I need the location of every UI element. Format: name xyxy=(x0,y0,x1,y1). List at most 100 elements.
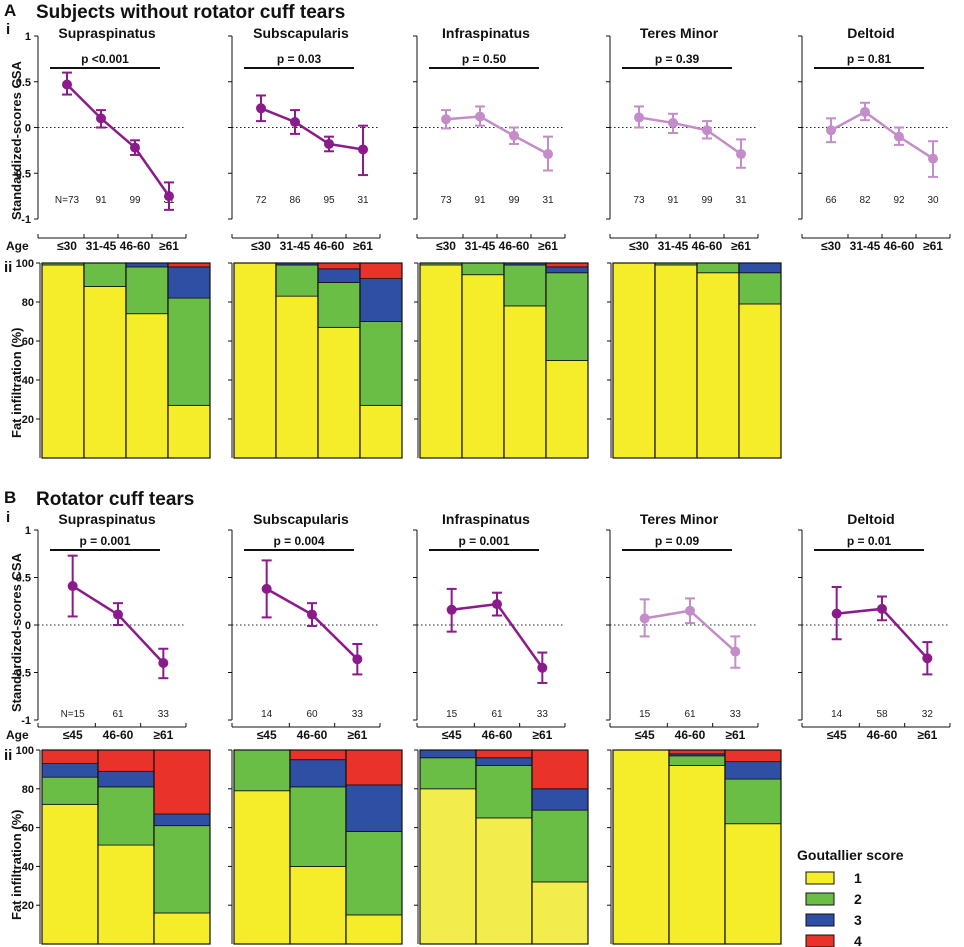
panel-a-title: Subjects without rotator cuff tears xyxy=(36,2,345,23)
a-i-supraspinatus-category-label: 46-60 xyxy=(120,239,151,253)
b-i-teres-minor-chart: Teres Minor p = 0.09 15 61 33 ≤45 46-60 ≥61 xyxy=(606,511,759,742)
a-i-subscapularis-data-point xyxy=(290,117,300,128)
a-i-infraspinatus-data-point xyxy=(475,111,485,122)
a-i-supraspinatus-series-line xyxy=(66,83,171,197)
b-i-supraspinatus-data-point xyxy=(158,658,169,668)
a-i-teres-minor-p-value: p = 0.39 xyxy=(655,52,700,66)
b-i-subscapularis-category-label: 46-60 xyxy=(297,728,328,742)
b-ii-subscapularis-bar-segment-grade-2 xyxy=(345,831,403,916)
a-ii-teres-minor-chart xyxy=(607,262,782,459)
a-ii-subscapularis-bar-segment-grade-2 xyxy=(359,321,403,406)
a-i-deltoid-data-point xyxy=(894,131,904,142)
a-ii-supraspinatus-bar-segment-grade-1 xyxy=(83,285,127,459)
a-i-teres-minor-n-label: 91 xyxy=(667,195,679,206)
a-i-infraspinatus-n-label: 31 xyxy=(542,195,554,206)
b-ii-subscapularis-bar-segment-grade-4 xyxy=(289,749,347,761)
a-i-supraspinatus-age-label: Age xyxy=(6,239,29,253)
a-i-supraspinatus-data-point xyxy=(164,191,174,202)
a-i-infraspinatus-n-label: 99 xyxy=(508,195,520,206)
b-ii-teres-minor-bar-segment-grade-3 xyxy=(724,761,782,780)
a-i-deltoid-n-label: 92 xyxy=(893,195,905,206)
panel-a-sub-i: i xyxy=(6,21,10,38)
b-ii-infraspinatus-bar-segment-grade-1 xyxy=(419,788,477,945)
b-ii-infraspinatus-bar-outline xyxy=(531,749,589,945)
b-i-teres-minor-n-label: 61 xyxy=(684,709,696,720)
b-i-deltoid-title: Deltoid xyxy=(847,511,894,527)
b-i-supraspinatus-n-label: 61 xyxy=(112,709,124,720)
b-i-infraspinatus-chart: Infraspinatus p = 0.001 15 61 33 ≤45 46-60 ≥61 xyxy=(413,511,566,742)
a-i-teres-minor-series-line xyxy=(638,116,742,156)
b-ii-teres-minor-bar-segment-grade-1 xyxy=(612,749,670,945)
panel-b-bar-y-axis-title: Fat infiltration (%) xyxy=(9,810,24,921)
b-ii-supraspinatus-bar-segment-grade-2 xyxy=(97,786,155,846)
a-ii-supraspinatus-y-tick-label: 20 xyxy=(22,414,34,426)
a-i-teres-minor-n-label: 31 xyxy=(735,195,747,206)
a-ii-supraspinatus-chart: 100 80 60 40 20 xyxy=(16,258,211,459)
b-ii-teres-minor-bar-segment-grade-4 xyxy=(724,749,782,763)
a-i-supraspinatus-title: Supraspinatus xyxy=(58,25,155,41)
b-ii-infraspinatus-bar-segment-grade-2 xyxy=(531,809,589,883)
b-i-teres-minor-p-value: p = 0.09 xyxy=(655,534,700,548)
a-i-subscapularis-n-label: 31 xyxy=(357,195,369,206)
a-i-subscapularis-n-label: 86 xyxy=(289,195,301,206)
panel-b-sub-i: i xyxy=(6,509,10,526)
b-ii-supraspinatus-y-tick-label: 60 xyxy=(22,823,34,835)
b-i-subscapularis-n-label: 60 xyxy=(306,709,318,720)
b-ii-subscapularis-bar-segment-grade-1 xyxy=(345,914,403,945)
b-ii-infraspinatus-bar-segment-grade-3 xyxy=(475,757,533,766)
panel-b-sub-ii: ii xyxy=(4,747,12,764)
panel-b-line-y-axis-title: Standardized-scores CSA xyxy=(9,552,24,712)
a-ii-supraspinatus-bar-segment-grade-1 xyxy=(167,404,211,459)
a-i-deltoid-category-label: 46-60 xyxy=(884,239,915,253)
a-ii-supraspinatus-y-tick-label: 40 xyxy=(22,375,34,387)
b-ii-supraspinatus-bar-segment-grade-1 xyxy=(97,844,155,945)
a-i-teres-minor-data-point xyxy=(736,149,746,160)
b-i-supraspinatus-category-label: 46-60 xyxy=(103,728,134,742)
b-i-subscapularis-category-label: ≤45 xyxy=(257,728,277,742)
b-i-infraspinatus-p-value: p = 0.001 xyxy=(458,534,509,548)
legend-label-grade-4: 4 xyxy=(854,933,862,947)
a-i-deltoid-data-point xyxy=(826,125,836,136)
b-ii-supraspinatus-bar-segment-grade-3 xyxy=(153,813,211,827)
b-i-deltoid-chart: Deltoid p = 0.01 14 58 32 ≤45 46-60 ≥61 xyxy=(798,511,951,742)
a-i-subscapularis-title: Subscapularis xyxy=(253,25,349,41)
b-i-supraspinatus-y-tick-label: -0.5 xyxy=(12,668,31,680)
b-i-supraspinatus-y-tick-label: 1 xyxy=(25,525,31,537)
legend-label-grade-2: 2 xyxy=(854,891,862,907)
b-ii-supraspinatus-bar-segment-grade-3 xyxy=(97,770,155,788)
a-ii-supraspinatus-bar-segment-grade-2 xyxy=(125,266,169,315)
a-i-teres-minor-chart: Teres Minor p = 0.39 73 91 99 31 ≤30 31-45 46-60… xyxy=(606,25,759,253)
a-i-infraspinatus-category-label: 46-60 xyxy=(499,239,530,253)
legend-label-grade-3: 3 xyxy=(854,912,862,928)
b-i-infraspinatus-n-label: 33 xyxy=(537,709,549,720)
b-i-supraspinatus-category-label: ≤45 xyxy=(63,728,83,742)
a-i-supraspinatus-n-label: N=73 xyxy=(55,195,80,206)
a-i-deltoid-chart: Deltoid p = 0.81 66 82 92 30 ≤30 31-45 46-60 ≥61 xyxy=(798,25,951,253)
a-ii-infraspinatus-bar-segment-grade-3 xyxy=(545,266,589,274)
a-i-supraspinatus-data-point xyxy=(62,79,72,90)
a-i-infraspinatus-data-point xyxy=(441,114,451,125)
b-ii-supraspinatus-bar-segment-grade-3 xyxy=(41,763,99,778)
a-i-teres-minor-title: Teres Minor xyxy=(640,25,719,41)
b-ii-subscapularis-bar-outline xyxy=(345,749,403,945)
a-ii-supraspinatus-y-tick-label: 60 xyxy=(22,336,34,348)
a-i-deltoid-category-label: ≤30 xyxy=(821,239,841,253)
a-i-supraspinatus-data-point xyxy=(130,142,140,153)
panel-a-sub-ii: ii xyxy=(4,259,12,276)
b-ii-subscapularis-bar-segment-grade-2 xyxy=(289,786,347,867)
b-i-teres-minor-data-point xyxy=(685,605,695,616)
a-ii-teres-minor-bar-segment-grade-1 xyxy=(738,303,782,459)
a-i-deltoid-title: Deltoid xyxy=(847,25,894,41)
b-ii-supraspinatus-chart: 100 80 60 40 20 xyxy=(16,745,211,945)
b-i-supraspinatus-age-label: Age xyxy=(6,728,29,742)
a-ii-subscapularis-chart xyxy=(228,262,403,459)
goutallier-legend: Goutallier score 1 2 3 4 xyxy=(797,847,904,947)
a-i-deltoid-n-label: 30 xyxy=(927,195,939,206)
a-i-supraspinatus-y-tick-label: 1 xyxy=(25,31,31,43)
b-i-deltoid-category-label: ≤45 xyxy=(827,728,847,742)
a-ii-supraspinatus-bar-segment-grade-2 xyxy=(167,297,211,406)
a-i-deltoid-n-label: 66 xyxy=(825,195,837,206)
a-i-teres-minor-data-point xyxy=(702,125,712,136)
b-ii-infraspinatus-bar-segment-grade-3 xyxy=(531,788,589,811)
